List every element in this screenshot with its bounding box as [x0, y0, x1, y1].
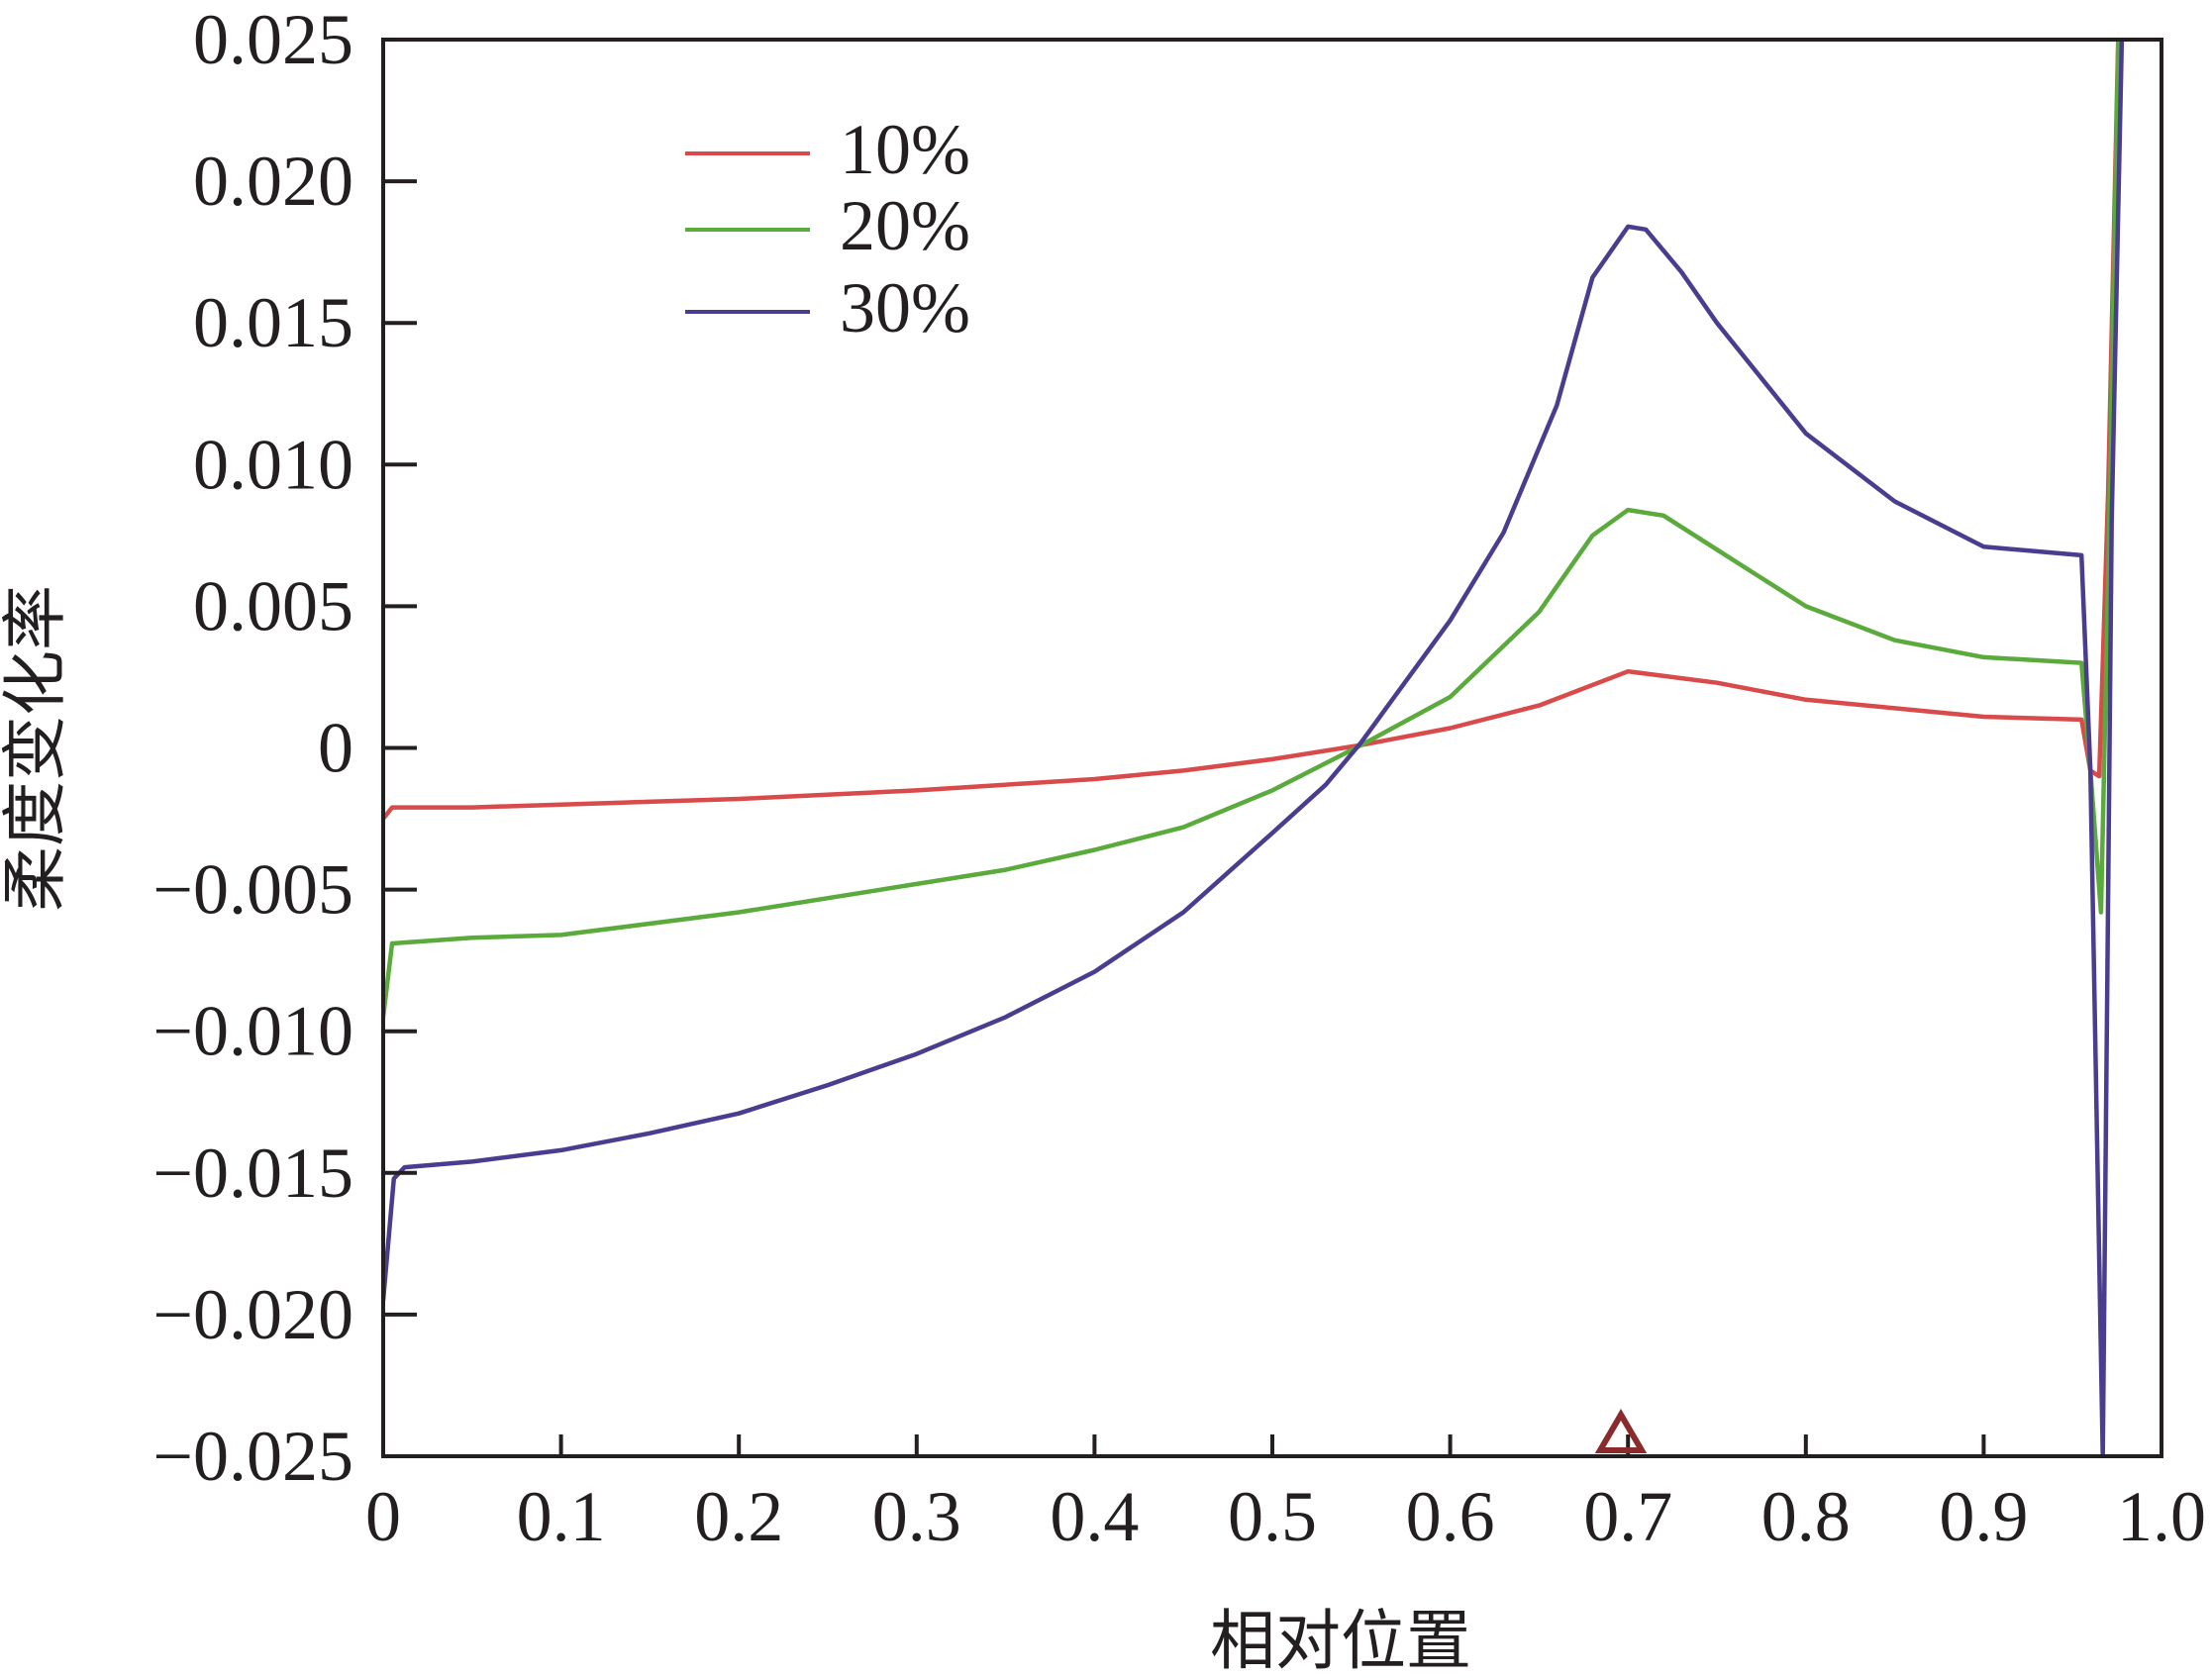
marker-layer [1594, 1409, 1648, 1453]
y-tick-label: 0.005 [193, 566, 353, 645]
plot-frame [381, 38, 2163, 1458]
x-tick-label: 0.9 [1939, 1477, 2028, 1556]
x-tick-label: 0.8 [1761, 1477, 1851, 1556]
position-marker-triangle [1594, 1409, 1648, 1453]
y-tick-label: 0.010 [193, 425, 353, 504]
legend-label-30: 30% [840, 268, 970, 347]
y-tick-label: −0.005 [152, 850, 353, 930]
x-tick-label: 1.0 [2117, 1477, 2206, 1556]
x-tick-label: 0.1 [517, 1477, 606, 1556]
x-axis-title: 相对位置 [1210, 1603, 1471, 1678]
x-tick-label: 0 [365, 1477, 401, 1556]
ticks-layer: 0 0.1 0.2 0.3 0.4 0.5 0.6 0.7 0.8 0.9 1.0 0.025 0.02… [152, 0, 2206, 1556]
axes-layer [381, 38, 2163, 1458]
y-tick-label: 0.015 [193, 283, 353, 362]
y-tick-label: 0 [318, 709, 353, 788]
y-axis-title: 柔度变化率 [0, 585, 73, 912]
legend: 10% 20% 30% [685, 110, 970, 347]
x-tick-label: 0.6 [1406, 1477, 1495, 1556]
x-tick-label: 0.2 [694, 1477, 783, 1556]
legend-label-20: 20% [840, 186, 970, 265]
x-tick-label: 0.3 [872, 1477, 961, 1556]
x-tick-label: 0.5 [1228, 1477, 1317, 1556]
y-tick-label: −0.015 [152, 1134, 353, 1213]
series-layer [383, 40, 2125, 1456]
x-tick-label: 0.4 [1050, 1477, 1139, 1556]
legend-label-10: 10% [840, 110, 970, 189]
y-tick-label: −0.025 [152, 1417, 353, 1496]
y-tick-label: 0.025 [193, 0, 353, 79]
series-line-1 [383, 40, 2121, 822]
x-tick-label: 0.7 [1583, 1477, 1672, 1556]
y-tick-label: −0.020 [152, 1275, 353, 1354]
series-line-3 [383, 40, 2125, 1456]
y-tick-label: −0.010 [152, 992, 353, 1071]
series-line-2 [383, 40, 2121, 1020]
y-tick-label: 0.020 [193, 142, 353, 221]
